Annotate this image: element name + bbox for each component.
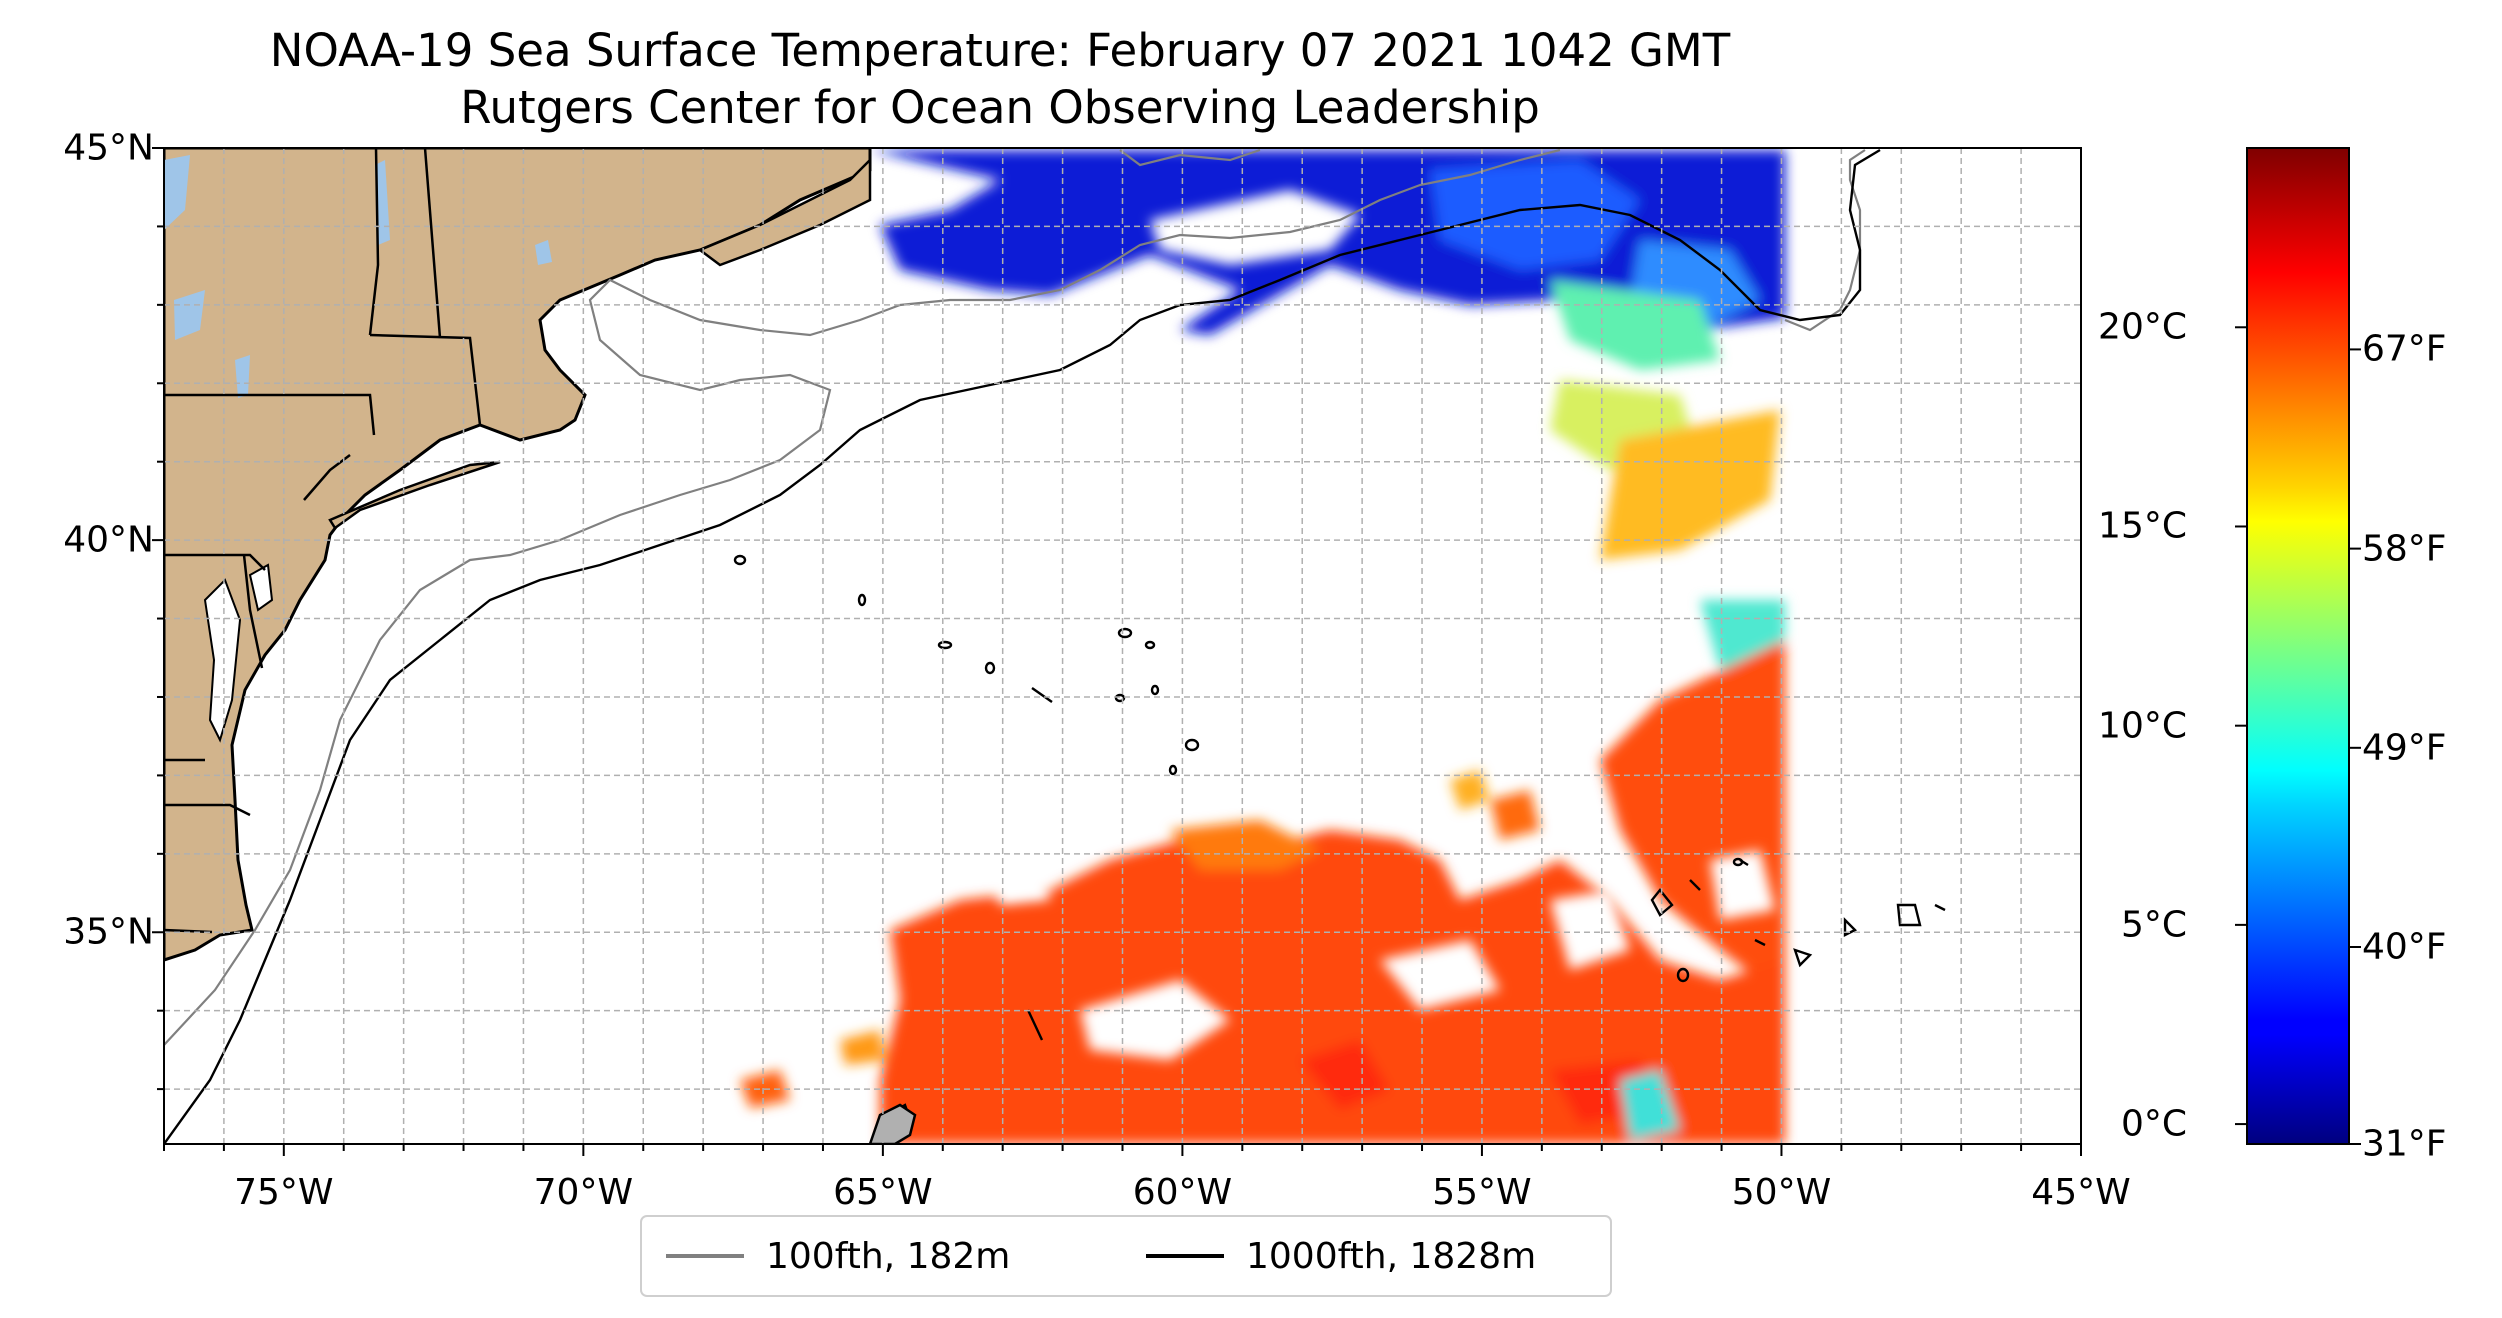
legend-label-1000fth: 1000fth, 1828m [1246,1235,1537,1277]
y-tick-label: 40°N [63,519,154,561]
legend-item-100fth: 100fth, 182m [666,1217,1010,1295]
x-tick-label: 60°W [1132,1172,1233,1213]
x-tick-label: 70°W [533,1172,634,1213]
colorbar-label-celsius: 20°C [2098,306,2187,348]
legend-swatch-1000fth [1146,1254,1224,1258]
colorbar-label-celsius: 5°C [2120,904,2187,946]
map-ticks [152,147,2082,1156]
land-layer [164,148,872,962]
y-tick-label: 45°N [63,127,154,169]
sst-data-layer [740,150,1785,1144]
legend-item-1000fth: 1000fth, 1828m [1146,1217,1536,1295]
title-line-2: Rutgers Center for Ocean Observing Leade… [460,81,1540,134]
x-tick-label: 45°W [2031,1172,2131,1213]
x-tick-label: 55°W [1432,1172,1532,1213]
x-tick-label: 75°W [234,1172,334,1213]
y-tick-label: 35°N [63,911,154,953]
title-line-1: NOAA-19 Sea Surface Temperature: Februar… [269,24,1731,77]
x-tick-label: 50°W [1731,1172,1832,1213]
map-frame [163,147,2082,1145]
colorbar-label-fahrenheit: 40°F [2362,926,2447,968]
colorbar-label-fahrenheit: 58°F [2362,528,2447,570]
legend-label-100fth: 100fth, 182m [766,1235,1011,1277]
legend-swatch-100fth [666,1254,744,1258]
colorbar-label-celsius: 15°C [2098,505,2187,547]
colorbar-label-fahrenheit: 49°F [2362,727,2447,769]
chart-title: NOAA-19 Sea Surface Temperature: Februar… [160,22,1840,136]
colorbar-label-celsius: 0°C [2120,1103,2187,1145]
bermuda-island [868,1103,917,1144]
colorbar-label-fahrenheit: 31°F [2362,1123,2447,1165]
colorbar-label-celsius: 10°C [2098,705,2187,747]
x-tick-label: 65°W [833,1172,933,1213]
map-gridlines [164,148,2081,1144]
legend: 100fth, 182m 1000fth, 1828m [640,1215,1612,1297]
colorbar-label-fahrenheit: 67°F [2362,328,2447,370]
